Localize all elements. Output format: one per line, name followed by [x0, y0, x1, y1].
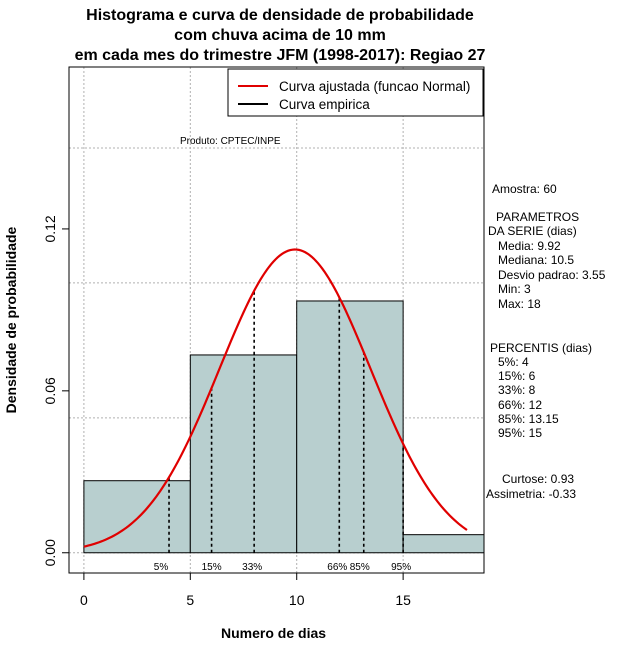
stat-assimetria: Assimetria: -0.33	[486, 487, 577, 501]
percentile-label-3: 66%	[327, 562, 347, 573]
stat-p95: 95%: 15	[498, 426, 543, 440]
percentile-label-2: 33%	[242, 562, 262, 573]
normal-curve	[83, 248, 468, 548]
x-tick-label-1: 5	[186, 592, 194, 608]
chart-title-line-2: com chuva acima de 10 mm	[174, 27, 386, 44]
stat-min: Min: 3	[498, 282, 531, 296]
histogram-bar-2	[296, 300, 404, 554]
legend-label-0: Curva ajustada (funcao Normal)	[279, 79, 470, 94]
histogram-bar-1	[189, 354, 298, 554]
x-axis-title: Numero de dias	[221, 625, 327, 641]
percentile-label-1: 15%	[202, 562, 222, 573]
stat-parametros-title-2: DA SERIE (dias)	[488, 224, 577, 238]
legend-label-1: Curva empirica	[279, 97, 370, 112]
stat-mediana: Mediana: 10.5	[498, 253, 575, 267]
stat-p85: 85%: 13.15	[498, 412, 559, 426]
stat-p33: 33%: 8	[498, 383, 536, 397]
produto-label: Produto: CPTEC/INPE	[180, 136, 281, 147]
percentile-label-4: 85%	[350, 562, 370, 573]
chart-title-line-3: em cada mes do trimestre JFM (1998-2017)…	[74, 47, 486, 64]
stat-desvio: Desvio padrao: 3.55	[498, 268, 606, 282]
x-tick-label-0: 0	[80, 592, 88, 608]
stat-curtose: Curtose: 0.93	[502, 472, 575, 486]
y-tick-label-1: 0.06	[42, 377, 58, 404]
histogram-bar-3	[402, 534, 485, 554]
chart-title-line-1: Histograma e curva de densidade de proba…	[86, 7, 474, 24]
y-tick-label-0: 0.00	[42, 539, 58, 566]
x-tick-label-2: 10	[289, 592, 305, 608]
percentis-title: PERCENTIS (dias)	[490, 341, 593, 355]
plot-frame	[68, 66, 485, 574]
stat-p5: 5%: 4	[498, 355, 529, 369]
legend-box	[227, 68, 484, 117]
stat-max: Max: 18	[498, 297, 541, 311]
stat-amostra: Amostra: 60	[492, 182, 557, 196]
y-tick-label-2: 0.12	[42, 215, 58, 242]
stat-p15: 15%: 6	[498, 369, 536, 383]
x-tick-label-3: 15	[395, 592, 411, 608]
y-axis-title: Densidade de probabilidade	[3, 226, 19, 414]
stat-parametros-title-1: PARAMETROS	[496, 210, 580, 224]
percentile-label-0: 5%	[154, 562, 169, 573]
percentile-label-5: 95%	[391, 562, 411, 573]
stat-media: Media: 9.92	[498, 239, 561, 253]
stat-p66: 66%: 12	[498, 398, 543, 412]
